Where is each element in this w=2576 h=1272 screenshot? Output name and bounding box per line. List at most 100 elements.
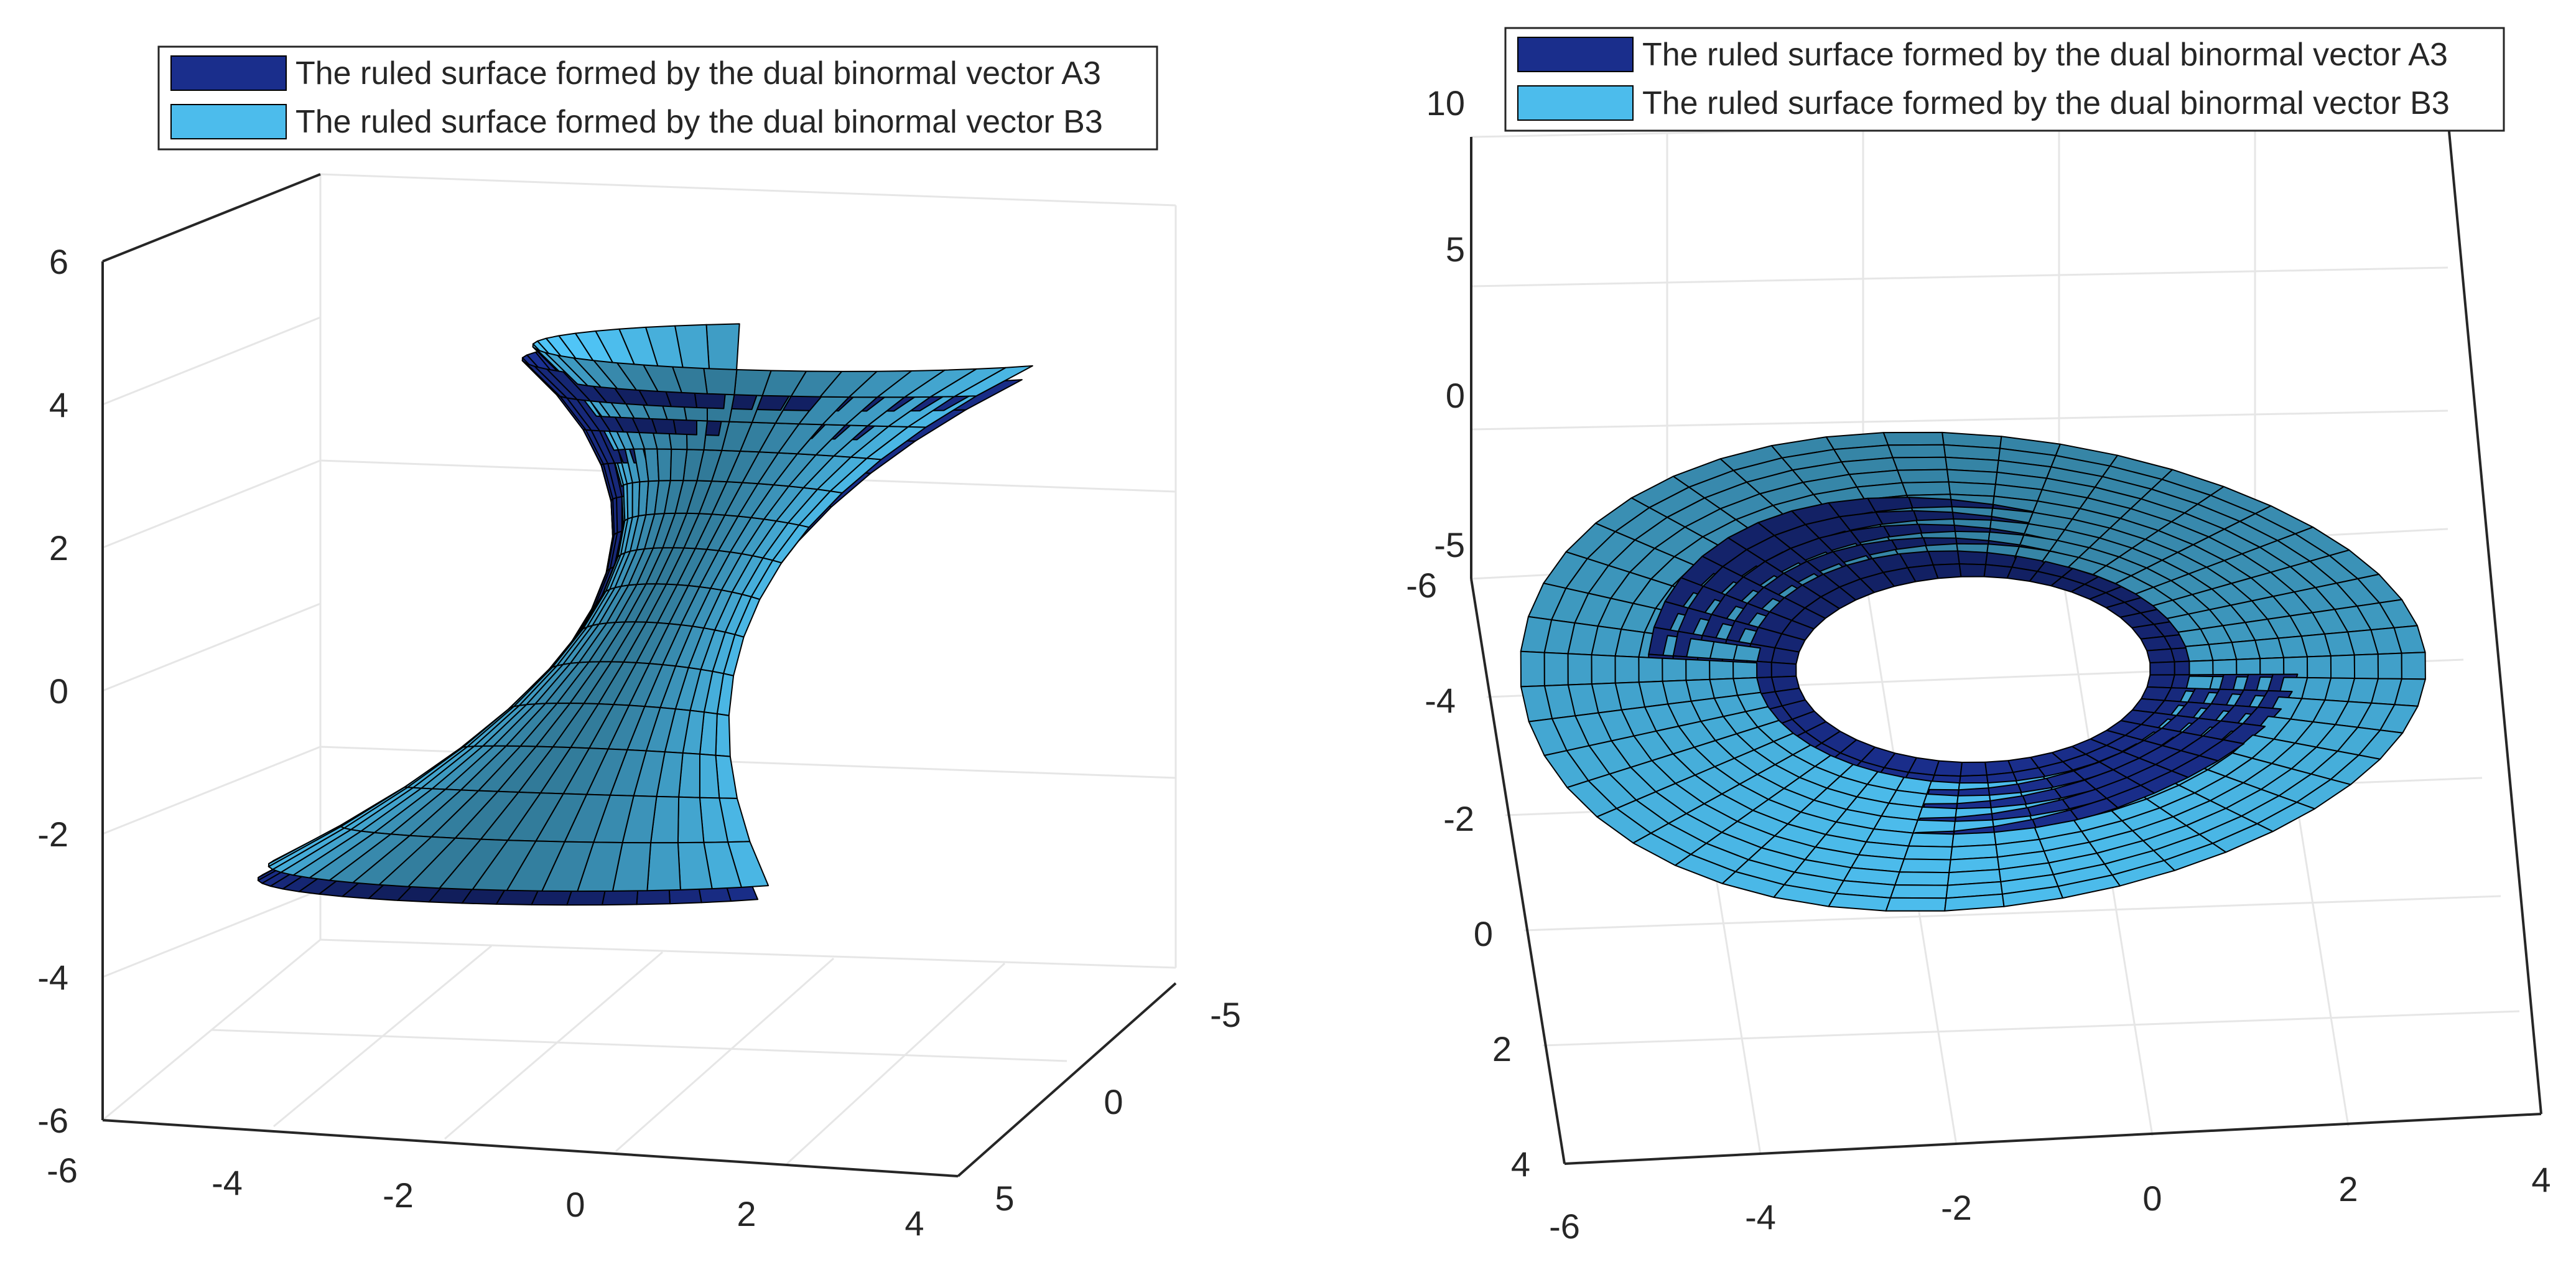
right-b3-cell <box>1890 884 1948 899</box>
right-y-tick-neg2: -2 <box>1443 799 1474 838</box>
left-b3-cell <box>643 364 682 393</box>
left-y-tick-0: 0 <box>1104 1082 1123 1121</box>
right-z-tick-0: 0 <box>1446 376 1465 415</box>
right-b3-cell <box>2001 886 2063 907</box>
left-legend-label-a3: The ruled surface formed by the dual bin… <box>295 55 1101 91</box>
right-x-tick-neg6: -6 <box>1549 1207 1580 1246</box>
right-legend-box <box>1504 27 2505 132</box>
left-surface-plot: 6 4 2 0 -2 -4 -6 -6 -4 -2 0 2 4 -5 0 5 <box>37 45 1241 1243</box>
left-b3-cell <box>715 713 731 757</box>
right-z-tick-neg5: -5 <box>1434 525 1465 564</box>
left-b3-cell <box>699 753 720 799</box>
right-b3-cell <box>1887 444 1946 459</box>
right-b3-cell <box>2377 652 2402 680</box>
left-x-tick-neg6: -6 <box>47 1151 78 1190</box>
left-legend-label-b3: The ruled surface formed by the dual bin… <box>295 104 1103 140</box>
right-axes <box>1470 118 2542 1165</box>
left-z-tick-6: 6 <box>49 242 68 281</box>
right-x-ticks: -6 -4 -2 0 2 4 <box>1549 1160 2550 1246</box>
right-x-tick-2: 2 <box>2338 1169 2358 1209</box>
left-x-tick-neg2: -2 <box>383 1176 414 1215</box>
right-legend-swatch-a3 <box>1517 37 1634 72</box>
right-x-tick-4: 4 <box>2531 1160 2550 1199</box>
left-surface-mesh <box>257 323 1033 906</box>
right-b3-cell <box>1894 871 1950 886</box>
left-b3-cell <box>378 836 456 887</box>
right-legend: The ruled surface formed by the dual bin… <box>1504 27 2505 132</box>
right-x-tick-neg2: -2 <box>1941 1188 1972 1227</box>
right-b3-cell <box>1567 653 1593 686</box>
right-b3-cell <box>2353 653 2379 680</box>
left-z-ticks: 6 4 2 0 -2 -4 -6 <box>37 242 68 1140</box>
right-b3-cell <box>1885 897 1947 912</box>
right-b3-cell <box>1897 469 1950 484</box>
right-b3-cell <box>1638 656 1663 683</box>
right-b3-cell <box>1543 652 1569 686</box>
left-b3-cell <box>656 448 672 482</box>
left-z-tick-neg2: -2 <box>37 815 68 854</box>
left-x-tick-4: 4 <box>904 1204 924 1243</box>
right-y-tick-neg4: -4 <box>1425 681 1456 720</box>
right-legend-label-b3: The ruled surface formed by the dual bin… <box>1642 85 2450 121</box>
right-y-ticks: -6 -4 -2 0 2 4 <box>1406 566 1530 1184</box>
left-y-tick-5: 5 <box>995 1179 1014 1218</box>
right-b3-cell <box>1685 658 1711 681</box>
right-b3-cell <box>1901 481 1951 496</box>
right-y-tick-4: 4 <box>1511 1144 1530 1184</box>
left-b3-cell <box>646 842 681 892</box>
right-b3-cell <box>2185 643 2214 662</box>
right-b3-cell <box>2307 655 2332 679</box>
left-b3-cell <box>705 323 740 373</box>
left-z-tick-neg4: -4 <box>37 958 68 997</box>
left-z-tick-neg6: -6 <box>37 1101 68 1140</box>
right-legend-swatch-b3 <box>1517 85 1634 121</box>
right-b3-cell <box>1591 654 1616 685</box>
left-legend-swatch-b3 <box>170 104 287 139</box>
right-y-tick-0: 0 <box>1474 914 1493 953</box>
left-y-ticks: -5 0 5 <box>995 995 1240 1218</box>
left-x-tick-neg4: -4 <box>212 1163 243 1202</box>
left-b3-cell <box>626 482 633 520</box>
left-b3-cell <box>677 796 705 844</box>
right-b3-cell <box>1899 858 1951 874</box>
left-legend-box <box>157 45 1158 151</box>
right-b3-cell <box>2330 654 2356 679</box>
left-b3-cell <box>703 368 738 396</box>
right-legend-label-a3: The ruled surface formed by the dual bin… <box>1642 37 2448 73</box>
right-surface-plot: 10 5 0 -5 -6 -4 -2 0 2 4 -6 -4 -2 0 2 4 <box>1406 27 2551 1246</box>
left-x-tick-0: 0 <box>565 1185 585 1224</box>
right-b3-cell <box>1882 431 1945 446</box>
right-a3-cell <box>1933 760 1963 777</box>
left-z-tick-0: 0 <box>49 671 68 711</box>
right-surface-mesh <box>1520 431 2426 912</box>
right-a3-cell <box>2146 674 2175 689</box>
right-x-tick-0: 0 <box>2142 1179 2162 1218</box>
right-b3-cell <box>2208 642 2238 662</box>
right-b3-cell <box>1709 660 1734 680</box>
left-x-ticks: -6 -4 -2 0 2 4 <box>47 1151 924 1243</box>
right-a3-cell <box>2146 648 2175 663</box>
left-legend-swatch-a3 <box>170 55 287 91</box>
right-b3-cell <box>1520 650 1545 688</box>
right-y-tick-neg6: -6 <box>1406 566 1437 605</box>
right-x-tick-neg4: -4 <box>1745 1197 1776 1237</box>
right-a3-cell <box>1957 550 1988 566</box>
left-a3-cell <box>616 496 623 533</box>
right-b3-cell <box>1908 832 1955 848</box>
left-y-tick-neg5: -5 <box>1210 995 1241 1034</box>
right-a3-cell <box>1770 662 1797 678</box>
left-x-tick-2: 2 <box>737 1194 756 1233</box>
right-b3-cell <box>2401 652 2426 680</box>
right-b3-cell <box>1892 456 1948 471</box>
left-z-tick-4: 4 <box>49 385 68 424</box>
left-z-tick-2: 2 <box>49 528 68 568</box>
right-b3-cell <box>1662 657 1687 682</box>
right-a3-cell <box>1958 563 1987 578</box>
right-z-tick-5: 5 <box>1446 230 1465 269</box>
right-a3-cell <box>2149 661 2175 676</box>
right-y-tick-2: 2 <box>1492 1029 1512 1069</box>
left-axes <box>101 173 1177 1177</box>
right-a3-cell <box>1960 761 1988 777</box>
